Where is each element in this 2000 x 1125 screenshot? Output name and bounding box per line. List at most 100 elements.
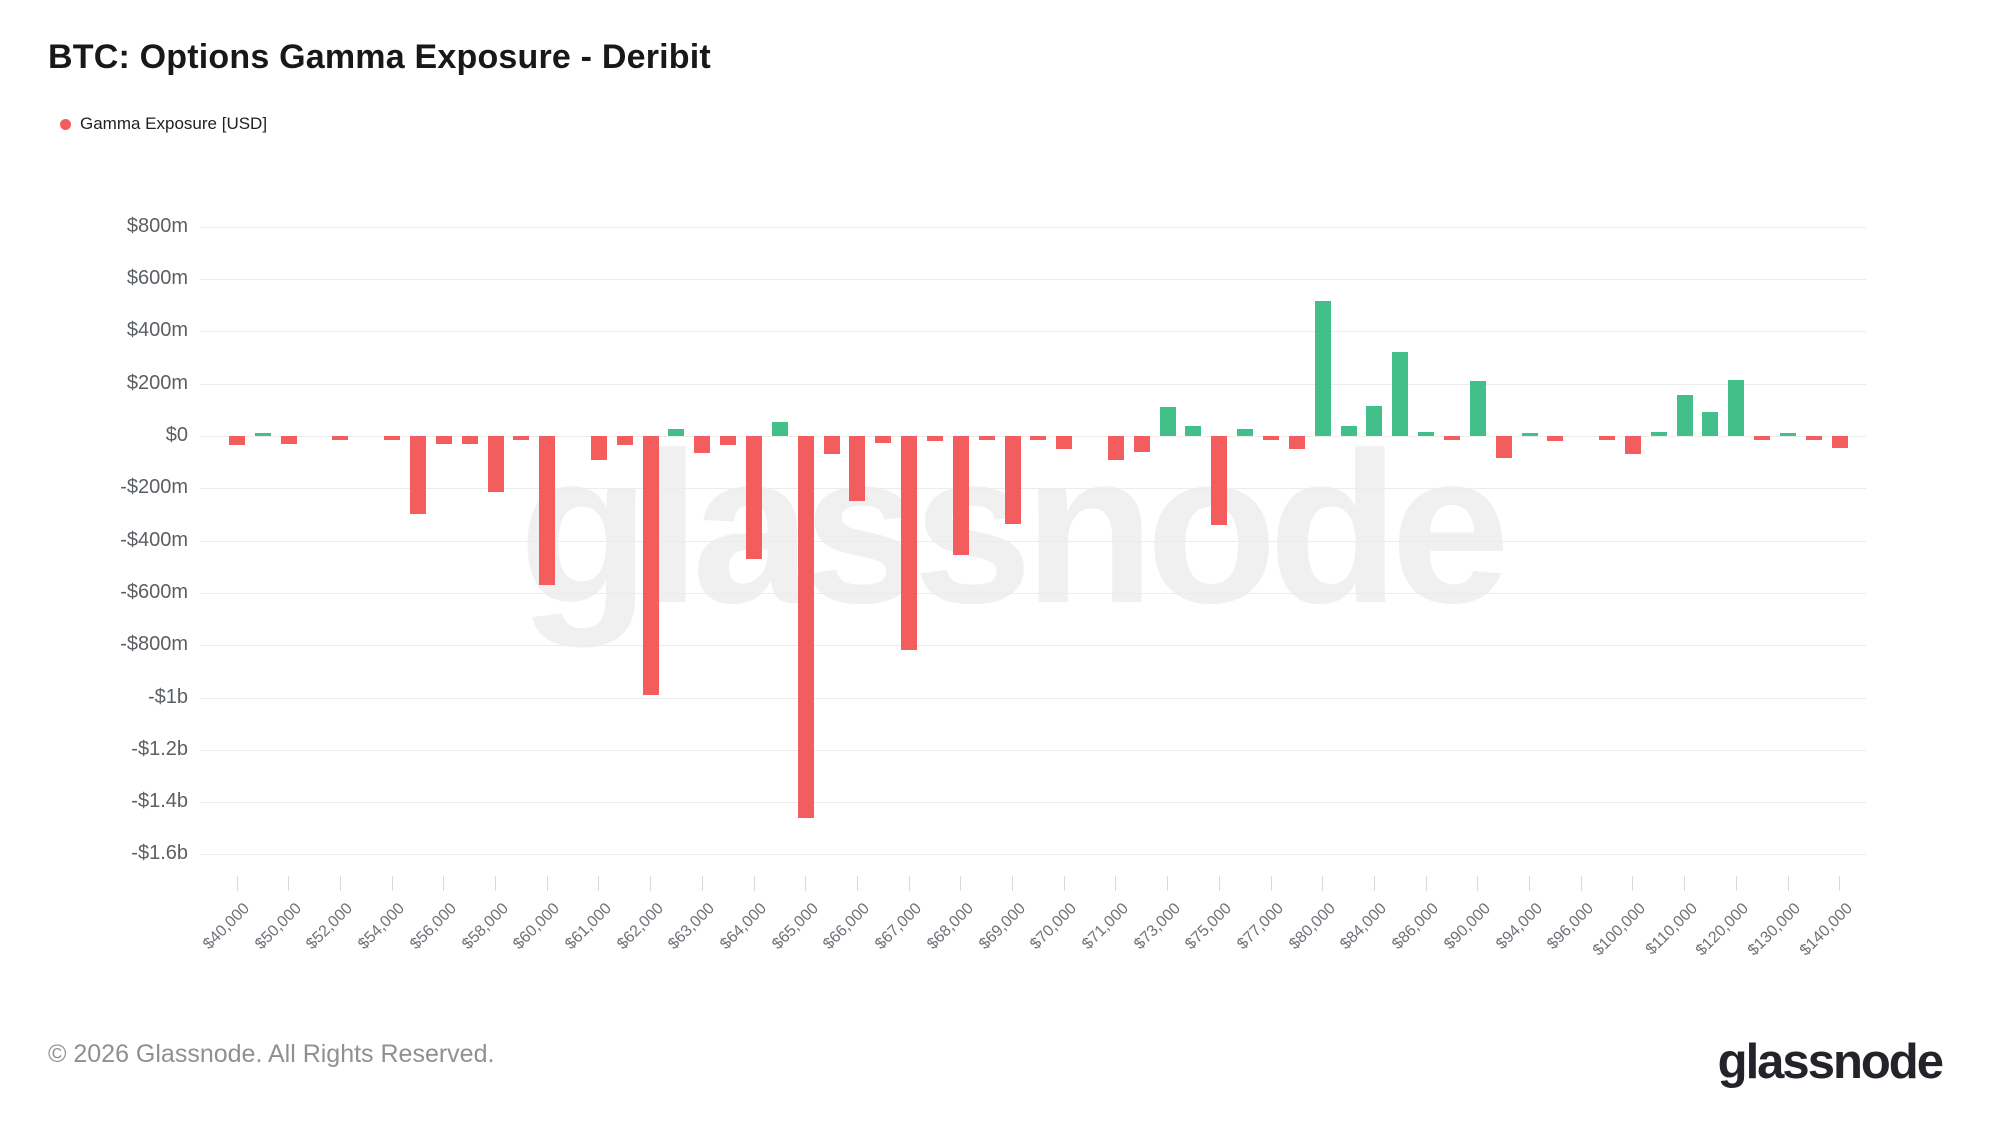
copyright-text: © 2026 Glassnode. All Rights Reserved. — [48, 1040, 495, 1068]
bar[interactable] — [539, 436, 556, 586]
bar[interactable] — [1340, 425, 1357, 436]
x-axis-label: $130,000 — [1744, 900, 1805, 960]
x-axis-label: $100,000 — [1589, 900, 1649, 960]
bar[interactable] — [1030, 436, 1047, 440]
bar[interactable] — [875, 436, 892, 443]
x-axis-label: $70,000 — [1027, 900, 1081, 953]
x-axis-tick — [1373, 876, 1375, 891]
bar[interactable] — [1056, 436, 1073, 450]
bar[interactable] — [513, 436, 530, 440]
bar[interactable] — [823, 436, 840, 455]
bar[interactable] — [1237, 429, 1254, 436]
x-axis-tick — [546, 876, 548, 891]
x-axis-tick — [1477, 876, 1479, 891]
x-axis-label: $94,000 — [1492, 900, 1546, 953]
bar[interactable] — [1521, 432, 1538, 436]
bar[interactable] — [1547, 436, 1564, 442]
x-axis-tick — [1167, 876, 1169, 891]
bar[interactable] — [901, 436, 918, 651]
bar[interactable] — [1780, 432, 1796, 436]
bar[interactable] — [1366, 405, 1383, 436]
bar[interactable] — [254, 432, 271, 436]
x-axis-tick — [1787, 876, 1789, 891]
bar[interactable] — [1599, 436, 1616, 440]
bar[interactable] — [797, 436, 814, 818]
bar[interactable] — [1263, 436, 1279, 440]
bar[interactable] — [1443, 436, 1460, 440]
y-axis-label: -$400m — [120, 528, 188, 551]
bar[interactable] — [849, 436, 866, 502]
bar[interactable] — [771, 421, 788, 436]
bar[interactable] — [1469, 381, 1486, 436]
y-axis-label: -$1.4b — [131, 790, 188, 813]
bar[interactable] — [1831, 436, 1848, 448]
bar[interactable] — [694, 436, 711, 453]
x-axis-tick — [288, 876, 290, 891]
x-axis-label: $58,000 — [458, 900, 512, 953]
x-axis-label: $75,000 — [1182, 900, 1236, 953]
x-axis-tick — [1322, 876, 1324, 891]
x-axis-tick — [1063, 876, 1065, 891]
legend-item-gamma-exposure[interactable]: Gamma Exposure [USD] — [60, 114, 267, 134]
bar[interactable] — [1805, 436, 1822, 440]
x-axis-tick — [1270, 876, 1272, 891]
glassnode-logo: glassnode — [1717, 1035, 1944, 1089]
bar[interactable] — [487, 436, 504, 493]
x-axis-tick — [443, 876, 445, 891]
bar[interactable] — [1676, 395, 1693, 436]
bar[interactable] — [1159, 407, 1176, 436]
bar[interactable] — [590, 436, 607, 460]
bar[interactable] — [1495, 436, 1512, 459]
bar[interactable] — [668, 429, 685, 436]
y-axis-label: $400m — [126, 319, 188, 342]
bar[interactable] — [1624, 436, 1641, 455]
bar[interactable] — [1107, 436, 1124, 460]
x-axis-label: $63,000 — [665, 900, 719, 953]
bar[interactable] — [1418, 432, 1435, 436]
bar[interactable] — [1314, 301, 1331, 436]
bar[interactable] — [1650, 432, 1667, 436]
x-axis-tick — [339, 876, 341, 891]
bar[interactable] — [1004, 436, 1021, 524]
x-axis-label: $120,000 — [1693, 900, 1753, 960]
x-axis-tick — [856, 876, 858, 891]
bar[interactable] — [926, 436, 943, 442]
x-axis-label: $61,000 — [561, 900, 615, 953]
bar[interactable] — [435, 436, 452, 444]
bar[interactable] — [229, 436, 245, 446]
bar[interactable] — [978, 436, 995, 440]
x-axis-label: $68,000 — [923, 900, 977, 953]
x-axis-label: $62,000 — [613, 900, 667, 953]
x-axis-label: $77,000 — [1234, 900, 1288, 953]
bar[interactable] — [952, 436, 969, 555]
grid-line — [200, 802, 1866, 804]
bar[interactable] — [1211, 436, 1228, 525]
legend-marker-icon — [60, 118, 71, 130]
bar[interactable] — [746, 436, 762, 559]
x-axis-tick — [805, 876, 807, 891]
bar[interactable] — [384, 436, 401, 440]
grid-line — [200, 854, 1866, 856]
y-axis-label: -$1b — [147, 685, 188, 708]
bar[interactable] — [1185, 425, 1202, 436]
bar[interactable] — [1133, 436, 1150, 452]
grid-line — [200, 697, 1866, 699]
bar[interactable] — [642, 436, 659, 695]
bar[interactable] — [280, 436, 297, 444]
x-axis-tick — [1529, 876, 1530, 891]
page-title: BTC: Options Gamma Exposure - Deribit — [48, 38, 711, 76]
grid-line — [200, 540, 1866, 542]
bar[interactable] — [1702, 412, 1719, 436]
bar[interactable] — [720, 436, 737, 446]
bar[interactable] — [1754, 436, 1771, 440]
bar[interactable] — [409, 436, 426, 515]
bar[interactable] — [616, 436, 633, 446]
x-axis-tick — [598, 876, 600, 891]
bar[interactable] — [461, 436, 478, 444]
x-axis-tick — [391, 876, 393, 891]
bar[interactable] — [1392, 352, 1409, 436]
bar[interactable] — [332, 436, 349, 440]
y-axis-label: -$800m — [120, 633, 188, 656]
bar[interactable] — [1728, 379, 1745, 436]
bar[interactable] — [1288, 436, 1305, 450]
